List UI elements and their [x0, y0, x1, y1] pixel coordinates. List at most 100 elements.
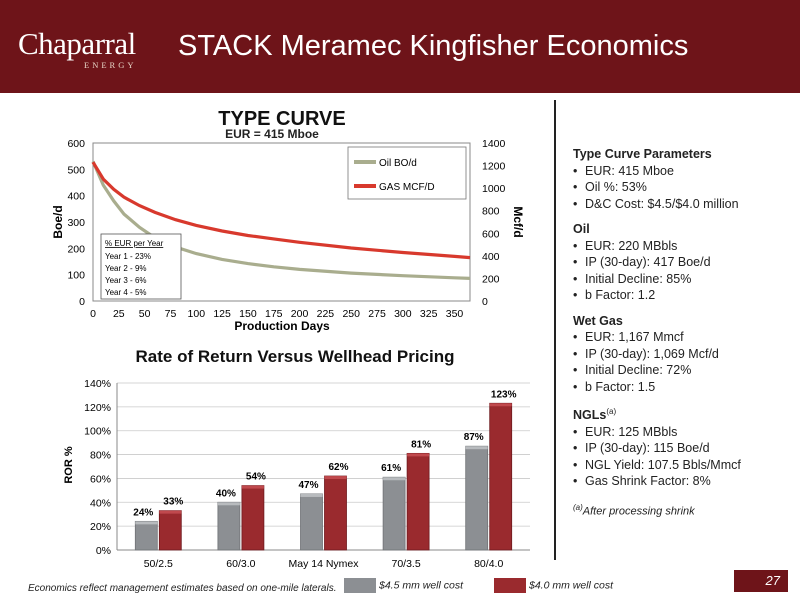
parameter-item: D&C Cost: $4.5/$4.0 million — [573, 196, 793, 213]
footnote-text: After processing shrink — [582, 505, 695, 518]
bar-value-label: 87% — [464, 432, 484, 443]
y2-tick-label: 1200 — [482, 161, 506, 173]
y2-tick-label: 600 — [482, 228, 500, 240]
chart1-legend: Oil BO/d GAS MCF/D — [347, 146, 467, 200]
x-tick-label: 75 — [165, 308, 177, 320]
ror-bar — [382, 476, 406, 551]
chaparral-logo: Chaparral ENERGY — [18, 26, 148, 76]
y2-tick-label: 400 — [482, 251, 500, 263]
eur-per-year-box: % EUR per Year Year 1 - 23% Year 2 - 9% … — [100, 233, 182, 300]
ror-bar — [217, 501, 241, 551]
section-gap — [573, 304, 793, 313]
economics-footnote: Economics reflect management estimates b… — [28, 583, 337, 594]
x-tick-label: 50 — [139, 308, 151, 320]
bar-value-label: 81% — [411, 439, 431, 450]
y2-tick-label: 800 — [482, 206, 500, 218]
panel-divider — [554, 100, 556, 560]
parameter-item: EUR: 1,167 Mmcf — [573, 329, 793, 346]
x-tick-label: 25 — [113, 308, 125, 320]
bar-value-label: 61% — [381, 463, 401, 474]
gas-curve-line — [91, 161, 471, 260]
heading-text: Type Curve Parameters — [573, 147, 712, 161]
ror-bar — [489, 402, 513, 551]
y2-tick-label: 1000 — [482, 183, 506, 195]
y-tick-label: 200 — [67, 243, 85, 255]
y2-tick-label: 200 — [482, 273, 500, 285]
x-tick-label: 100 — [188, 308, 206, 320]
y-tick-label: 400 — [67, 191, 85, 203]
parameter-section-heading: Wet Gas — [573, 313, 793, 330]
ror-bar-cap — [383, 477, 406, 481]
x-tick-label: 350 — [446, 308, 464, 320]
x-category-label: 70/3.5 — [391, 558, 420, 570]
y-tick-label: 40% — [90, 497, 111, 509]
parameter-item: NGL Yield: 107.5 Bbls/Mmcf — [573, 457, 793, 474]
bar-value-label: 33% — [163, 497, 183, 508]
legend-gas-label: GAS MCF/D — [379, 182, 435, 193]
parameter-item: b Factor: 1.5 — [573, 379, 793, 396]
slide-title: STACK Meramec Kingfisher Economics — [178, 30, 689, 62]
y-tick-label: 0% — [96, 545, 111, 557]
x-category-label: 50/2.5 — [144, 558, 173, 570]
ror-bar — [465, 445, 489, 551]
ror-bar-cap — [217, 502, 240, 506]
chart2-ylabel: ROR % — [63, 446, 75, 484]
chart1-title: TYPE CURVE — [218, 108, 345, 130]
section-gap — [573, 212, 793, 221]
header-bar: Chaparral ENERGY STACK Meramec Kingfishe… — [0, 0, 800, 93]
x-category-label: 60/3.0 — [226, 558, 255, 570]
bar-value-label: 47% — [298, 480, 318, 491]
eur-box-line: Year 1 - 23% — [105, 252, 151, 261]
ror-bar-cap — [465, 446, 488, 450]
legend-40mm-swatch — [494, 578, 526, 593]
type-curve-parameters-panel: Type Curve Parameters EUR: 415 MboeOil %:… — [573, 146, 793, 520]
y-tick-label: 600 — [67, 138, 85, 150]
ngl-footnote: (a)After processing shrink — [573, 500, 793, 520]
ror-bar — [158, 510, 182, 551]
x-tick-label: 0 — [90, 308, 96, 320]
ror-bar — [324, 475, 347, 551]
parameter-item: EUR: 220 MBbls — [573, 238, 793, 255]
eur-box-line: Year 2 - 9% — [105, 264, 147, 273]
ror-bar-cap — [241, 485, 264, 489]
bar-value-label: 40% — [216, 488, 236, 499]
ror-bar — [134, 520, 158, 551]
x-category-label: May 14 Nymex — [288, 558, 359, 570]
bar-value-label: 24% — [133, 507, 153, 518]
legend-oil-label: Oil BO/d — [379, 158, 417, 169]
bar-value-label: 62% — [328, 462, 348, 473]
x-tick-label: 175 — [265, 308, 283, 320]
x-tick-label: 250 — [342, 308, 360, 320]
parameter-section-heading: Type Curve Parameters — [573, 146, 793, 163]
ror-bar-cap — [159, 510, 182, 514]
ror-bar-cap — [407, 453, 430, 457]
parameter-item: b Factor: 1.2 — [573, 287, 793, 304]
legend-45mm-swatch — [344, 578, 376, 593]
legend-40mm: $4.0 mm well cost — [494, 578, 613, 593]
y-tick-label: 140% — [84, 378, 111, 390]
ror-bar — [300, 493, 323, 551]
bar-value-label: 123% — [491, 389, 517, 400]
y-tick-label: 500 — [67, 164, 85, 176]
x-tick-label: 300 — [394, 308, 412, 320]
x-tick-label: 125 — [213, 308, 231, 320]
logo-subtext: ENERGY — [84, 60, 137, 70]
parameter-section-heading: Oil — [573, 221, 793, 238]
heading-text: Oil — [573, 222, 590, 236]
eur-box-line: Year 4 - 5% — [105, 288, 147, 297]
parameter-item: IP (30-day): 1,069 Mcf/d — [573, 346, 793, 363]
ror-bar-cap — [489, 403, 512, 407]
y-tick-label: 60% — [90, 473, 111, 485]
legend-40mm-label: $4.0 mm well cost — [529, 579, 614, 592]
legend-45mm: $4.5 mm well cost — [344, 578, 463, 593]
footnote-sup: (a) — [573, 502, 583, 512]
y-tick-label: 100 — [67, 270, 85, 282]
parameter-item: Initial Decline: 85% — [573, 271, 793, 288]
x-tick-label: 200 — [291, 308, 309, 320]
x-tick-label: 225 — [317, 308, 335, 320]
heading-sup: (a) — [606, 407, 617, 416]
bar-value-label: 54% — [246, 472, 266, 483]
y-tick-label: 0 — [79, 296, 85, 308]
parameter-section-heading: NGLs(a) — [573, 404, 793, 424]
heading-text: NGLs — [573, 408, 607, 423]
